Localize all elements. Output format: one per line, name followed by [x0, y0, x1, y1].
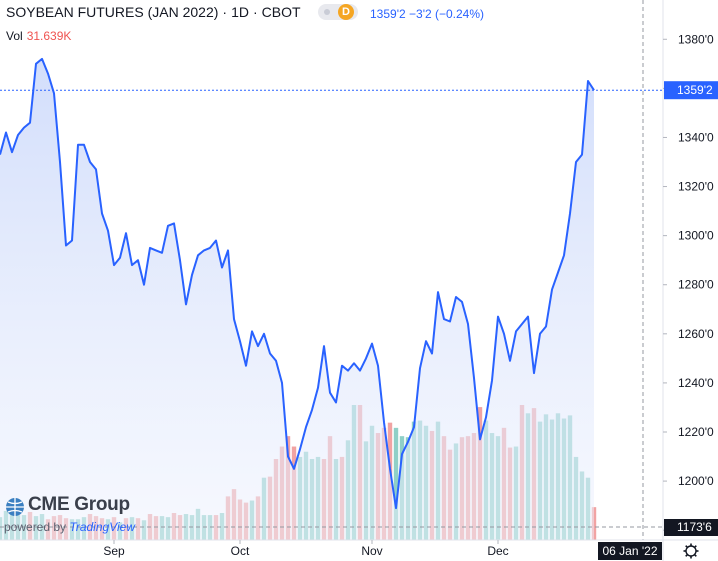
- crosshair-value-label: 1173'6: [677, 520, 712, 534]
- exchange-label: CBOT: [261, 4, 301, 20]
- y-tick-label: 1220'0: [678, 425, 714, 439]
- y-tick-label: 1240'0: [678, 376, 714, 390]
- last-price-label: 1359'2: [677, 83, 713, 97]
- y-tick-label: 1380'0: [678, 32, 714, 46]
- y-tick-label: 1280'0: [678, 278, 714, 292]
- interval-label[interactable]: 1D: [231, 4, 249, 20]
- status-dot-icon: [324, 9, 330, 15]
- y-tick-label: 1260'0: [678, 327, 714, 341]
- last-price-text: 1359'2: [370, 7, 406, 21]
- crosshair-date-label: 06 Jan '22: [602, 544, 657, 558]
- data-status-badge[interactable]: D: [318, 4, 358, 20]
- settings-gear-icon[interactable]: [683, 543, 699, 559]
- cme-logo-text: CME Group: [28, 494, 130, 515]
- price-series-line[interactable]: [0, 57, 595, 510]
- volume-bar: [393, 427, 399, 540]
- y-tick-label: 1340'0: [678, 130, 714, 144]
- x-tick-label: Oct: [231, 544, 250, 558]
- y-tick-label: 1320'0: [678, 180, 714, 194]
- price-change-text: −3'2 (−0.24%): [409, 7, 485, 21]
- last-price-badge: [664, 81, 718, 100]
- cme-globe-icon: [6, 498, 24, 516]
- delayed-data-icon: D: [338, 4, 354, 20]
- volume-legend: Vol 31.639K: [6, 29, 71, 43]
- chart-header: SOYBEAN FUTURES (JAN 2022) · 1D · CBOT: [6, 4, 301, 20]
- crosshair-date-badge: [598, 542, 662, 560]
- powered-by-text: powered by: [4, 520, 67, 534]
- quote-readout: 1359'2 −3'2 (−0.24%): [370, 7, 484, 21]
- volume-value: 31.639K: [26, 29, 72, 43]
- crosshair-value-badge: [664, 519, 718, 536]
- cme-logo: CME Group: [4, 494, 130, 523]
- y-tick-label: 1300'0: [678, 229, 714, 243]
- symbol-title[interactable]: SOYBEAN FUTURES (JAN 2022): [6, 4, 219, 20]
- y-tick-label: 1200'0: [678, 474, 714, 488]
- tradingview-link[interactable]: TradingView: [69, 520, 135, 534]
- x-tick-label: Dec: [487, 544, 508, 558]
- volume-label: Vol: [6, 29, 23, 43]
- x-tick-label: Sep: [103, 544, 125, 558]
- price-area-fill: [0, 58, 594, 541]
- powered-by: powered by TradingView: [4, 520, 135, 534]
- x-tick-label: Nov: [361, 544, 382, 558]
